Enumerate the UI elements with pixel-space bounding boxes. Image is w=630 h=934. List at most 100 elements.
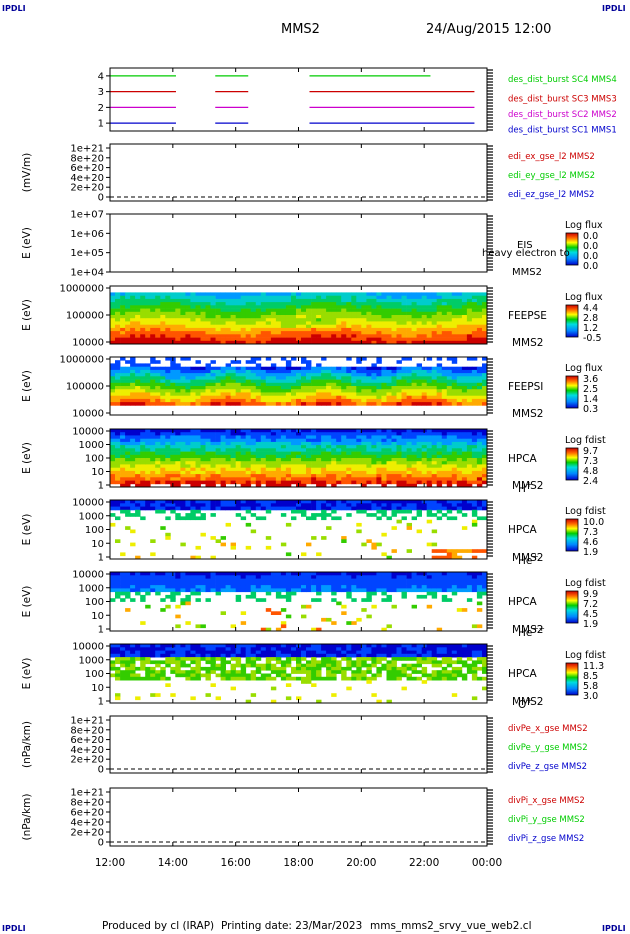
feeps-i-cell: [130, 379, 136, 384]
hpca-o-cell: [215, 666, 221, 671]
feeps-i-cell: [291, 382, 297, 387]
feeps-i-cell: [125, 376, 131, 380]
feeps-e-cell: [125, 321, 131, 325]
feeps-e-cell: [346, 340, 352, 345]
hpca-h-cell: [351, 438, 357, 443]
hpca-o-cell: [175, 673, 181, 678]
hpca-h-cell: [346, 467, 352, 472]
feeps-i-cell: [431, 379, 438, 384]
hpca-h-cell: [120, 429, 126, 433]
hpca-h-cell: [406, 454, 412, 459]
feeps-i-cell: [351, 389, 357, 393]
hpca-hepp-cell: [195, 578, 201, 583]
feeps-e-cell: [195, 302, 201, 306]
hpca-h-cell: [275, 477, 282, 481]
feeps-i-cell: [356, 402, 362, 406]
feeps-i-cell: [406, 366, 412, 371]
feeps-e-cell: [306, 302, 312, 306]
hpca-h-cell: [376, 458, 382, 462]
hpca-h-cell: [175, 448, 181, 452]
feeps-i-cell: [180, 402, 186, 406]
hpca-hepp-cell: [346, 594, 352, 599]
hpca-h-cell: [341, 477, 347, 481]
feeps-i-cell: [135, 366, 141, 371]
hpca-he-cell: [291, 503, 297, 507]
hpca-h-cell: [255, 435, 262, 439]
hpca-h-cell: [411, 480, 417, 485]
hpca-h-cell: [130, 477, 136, 481]
hpca-h-cell: [185, 451, 191, 456]
feeps-e-cell: [220, 311, 226, 316]
hpca-h-cell: [456, 432, 463, 436]
feeps-i-cell: [185, 402, 191, 406]
hpca-h-cell: [411, 461, 417, 465]
hpca-o-cell: [195, 663, 201, 668]
hpca-h-cell: [175, 467, 181, 472]
hpca-hepp-cell: [301, 581, 307, 586]
feeps-i-cell: [446, 392, 453, 396]
feeps-i-cell: [120, 389, 126, 393]
feeps-e-cell: [341, 337, 347, 342]
hpca-h-cell: [285, 467, 292, 472]
hpca-h-cell: [381, 454, 387, 459]
feeps-e-cell: [275, 337, 282, 342]
hpca-o-cell: [195, 644, 201, 648]
hpca-o-cell: [210, 647, 216, 651]
hpca-h-cell: [185, 445, 191, 449]
feeps-i-cell: [155, 389, 161, 393]
hpca-h-cell: [426, 477, 433, 481]
feeps-e-cell: [165, 337, 171, 342]
feeps-i-cell: [306, 402, 312, 406]
hpca-h-cell: [336, 451, 342, 456]
feeps-i-cell: [361, 402, 367, 406]
hpca-he-cell: [331, 509, 337, 514]
feeps-i-cell: [482, 357, 488, 361]
feeps-e-cell: [175, 305, 181, 309]
feeps-i-cell: [446, 398, 453, 403]
hpca-h-cell: [431, 432, 438, 436]
hpca-o-cell: [165, 660, 171, 665]
hpca-h-cell: [145, 451, 151, 456]
hpca-he-cell: [260, 506, 267, 511]
feeps-i-cell: [356, 392, 362, 396]
feeps-e-cell: [275, 292, 282, 296]
hpca-hepp-cell: [195, 585, 201, 589]
feeps-i-cell: [326, 366, 332, 371]
feeps-i-cell: [225, 395, 231, 400]
hpca-o-cell: [205, 660, 211, 665]
hpca-hepp-cell: [381, 575, 387, 579]
feeps-i-cell: [356, 379, 362, 384]
hpca-o-cell: [145, 676, 151, 681]
feeps-e-cell: [296, 295, 302, 300]
hpca-h-cell: [265, 461, 272, 465]
feeps-i-cell: [376, 357, 382, 361]
feeps-i-cell: [316, 402, 322, 406]
feeps-i-cell: [381, 395, 387, 400]
feeps-i-cell: [160, 392, 166, 396]
feeps-e-cell: [245, 321, 252, 325]
feeps-e-cell: [225, 315, 231, 319]
feeps-i-cell: [441, 386, 448, 390]
hpca-o-cell: [346, 666, 352, 671]
hpca-h-cell: [220, 438, 226, 443]
feeps-e-cell: [165, 308, 171, 313]
feeps-e-cell: [145, 331, 151, 335]
hpca-h-cell: [115, 445, 121, 449]
hpca-hepp-cell: [160, 598, 166, 602]
hpca-o-cell: [260, 650, 267, 655]
hpca-h-cell: [466, 448, 473, 452]
feeps-i-cell: [200, 395, 206, 400]
hpca-h-cell: [396, 448, 402, 452]
feeps-e-cell: [456, 331, 463, 335]
feeps-e-cell: [275, 305, 282, 309]
feeps-i-cell: [215, 382, 221, 387]
hpca-h-cell: [356, 461, 362, 465]
hpca-hepp-cell: [185, 601, 191, 606]
feeps-i-cell: [250, 357, 257, 361]
feeps-i-cell: [436, 402, 443, 406]
feeps-e-cell: [170, 327, 176, 332]
hpca-h-cell: [466, 474, 473, 478]
hpca-h-cell: [285, 441, 292, 446]
hpca-h-cell: [366, 438, 372, 443]
